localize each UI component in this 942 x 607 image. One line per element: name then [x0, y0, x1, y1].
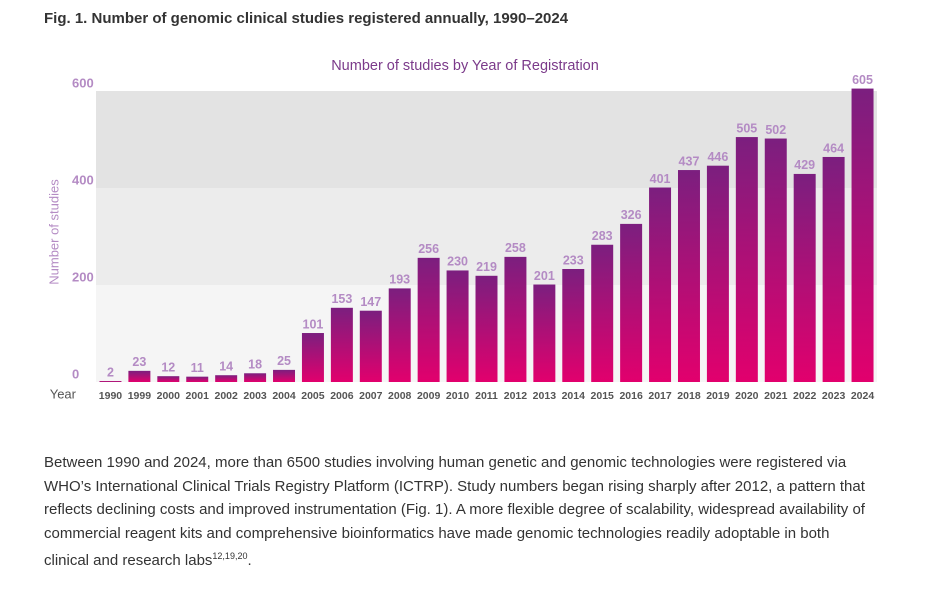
value-label: 25	[277, 354, 291, 368]
value-label: 219	[476, 260, 497, 274]
bar	[215, 375, 238, 382]
value-label: 18	[248, 358, 262, 372]
y-tick-label: 400	[72, 172, 94, 187]
bar	[330, 307, 353, 382]
x-tick-label: 2017	[648, 390, 672, 402]
x-tick-label: 1999	[128, 390, 152, 402]
x-tick-label: 2012	[504, 390, 528, 402]
value-label: 283	[592, 229, 613, 243]
bar	[533, 284, 556, 382]
value-label: 464	[823, 141, 844, 155]
value-label: 233	[563, 253, 584, 267]
x-tick-label: 2014	[562, 390, 586, 402]
value-label: 147	[360, 295, 381, 309]
bar	[620, 223, 643, 382]
figure-title: Fig. 1. Number of genomic clinical studi…	[44, 10, 569, 27]
x-tick-label: 2020	[735, 390, 759, 402]
bar	[128, 370, 151, 382]
value-label: 230	[447, 255, 468, 269]
bar	[504, 256, 527, 382]
bar	[99, 381, 122, 382]
value-label: 446	[707, 150, 728, 164]
bar	[764, 138, 787, 382]
x-tick-label: 2002	[214, 390, 238, 402]
x-tick-label: 1990	[99, 390, 123, 402]
value-label: 101	[303, 317, 324, 331]
x-tick-label: 2024	[851, 390, 875, 402]
chart: Number of studies by Year of Registratio…	[46, 58, 877, 402]
value-label: 326	[621, 208, 642, 222]
value-label: 502	[765, 123, 786, 137]
value-label: 201	[534, 269, 555, 283]
x-tick-label: 2023	[822, 390, 846, 402]
x-tick-label: 2016	[619, 390, 643, 402]
paragraph: Between 1990 and 2024, more than 6500 st…	[44, 451, 874, 573]
x-tick-label: 2015	[591, 390, 615, 402]
x-tick-label: 2008	[388, 390, 412, 402]
value-label: 193	[389, 273, 410, 287]
bar	[273, 369, 296, 382]
x-tick-label: 2013	[533, 390, 557, 402]
x-tick-label: 2003	[243, 390, 267, 402]
bar	[417, 257, 440, 382]
x-tick-label: 2018	[677, 390, 701, 402]
grid-band	[96, 91, 877, 188]
x-tick-label: 2022	[793, 390, 817, 402]
bar	[446, 270, 469, 382]
value-label: 12	[161, 360, 175, 374]
bar	[735, 137, 758, 382]
value-label: 23	[132, 355, 146, 369]
x-axis-label: Year	[50, 386, 77, 401]
bar	[851, 88, 874, 382]
x-tick-label: 2006	[330, 390, 354, 402]
value-label: 11	[191, 361, 204, 375]
value-label: 258	[505, 241, 526, 255]
bar	[186, 376, 209, 382]
bar	[793, 173, 816, 382]
value-label: 2	[107, 365, 114, 379]
x-tick-label: 2021	[764, 390, 788, 402]
x-tick-label: 2007	[359, 390, 383, 402]
x-tick-label: 2011	[475, 390, 498, 402]
x-tick-label: 2010	[446, 390, 470, 402]
value-label: 256	[418, 242, 439, 256]
x-tick-label: 2001	[186, 390, 210, 402]
y-tick-label: 200	[72, 269, 94, 284]
bar	[301, 333, 324, 382]
y-axis-label: Number of studies	[46, 179, 61, 285]
bar	[157, 376, 180, 382]
x-tick-label: 2000	[157, 390, 181, 402]
value-label: 605	[852, 73, 873, 87]
bar	[359, 310, 382, 382]
value-label: 401	[650, 172, 671, 186]
citation: 12,19,20	[212, 551, 248, 561]
value-label: 14	[219, 360, 233, 374]
bar	[822, 156, 845, 382]
value-label: 505	[736, 121, 757, 135]
bar	[244, 373, 267, 382]
x-tick-label: 2009	[417, 390, 441, 402]
bar	[677, 170, 700, 382]
y-tick-label: 0	[72, 366, 79, 381]
bar	[649, 187, 672, 382]
paragraph-end: .	[247, 552, 252, 569]
bar	[388, 288, 411, 382]
value-label: 429	[794, 158, 815, 172]
x-tick-label: 2005	[301, 390, 325, 402]
value-label: 153	[331, 292, 352, 306]
bar	[706, 165, 729, 382]
bar	[591, 244, 614, 382]
y-tick-label: 600	[72, 75, 94, 90]
bar	[475, 275, 498, 382]
bar	[562, 268, 585, 382]
value-label: 437	[679, 154, 700, 168]
x-tick-label: 2019	[706, 390, 730, 402]
chart-title: Number of studies by Year of Registratio…	[331, 58, 599, 74]
paragraph-text: Between 1990 and 2024, more than 6500 st…	[44, 454, 865, 569]
x-tick-label: 2004	[272, 390, 296, 402]
